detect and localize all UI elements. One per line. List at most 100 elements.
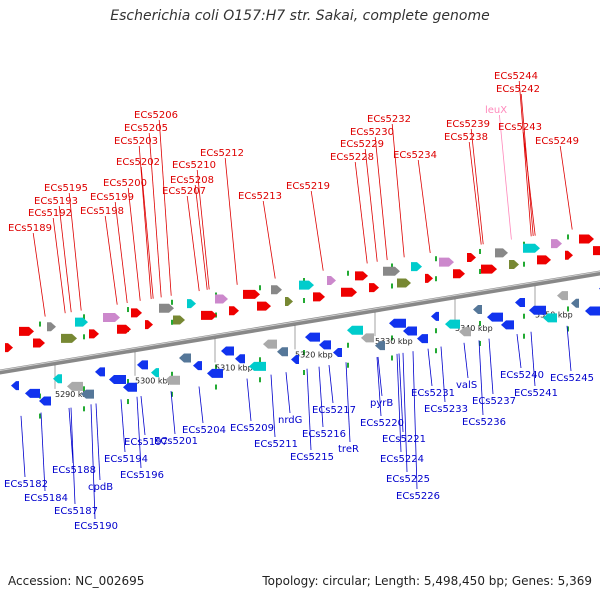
reverse-gene-feature [39, 396, 51, 406]
forward-gene-label: ECs5249 [535, 136, 579, 147]
dotted-guide-mark [171, 319, 173, 325]
dotted-guide-mark [391, 263, 393, 269]
reverse-label-leader [412, 351, 418, 490]
dotted-guide-mark [435, 328, 437, 334]
dotted-guide-mark [39, 321, 41, 327]
forward-gene-feature [131, 308, 142, 318]
forward-gene-feature [579, 234, 594, 244]
forward-gene-label: ECs5193 [34, 196, 78, 207]
dotted-guide-mark [303, 278, 305, 284]
forward-gene-feature [47, 322, 56, 332]
reverse-gene-feature [221, 346, 234, 356]
reverse-label-leader [120, 399, 126, 453]
reverse-label-leader [463, 342, 469, 379]
dotted-guide-mark [259, 285, 261, 291]
dotted-guide-mark [391, 355, 393, 361]
dotted-guide-mark [303, 298, 305, 304]
forward-gene-feature [5, 343, 13, 353]
forward-gene-feature [33, 338, 45, 348]
forward-gene-label: ECs5192 [28, 208, 72, 219]
forward-label-leader [138, 145, 152, 300]
forward-label-leader [52, 217, 66, 314]
reverse-gene-label: ECs5226 [396, 491, 440, 502]
reverse-gene-feature [515, 298, 525, 308]
forward-label-leader [127, 187, 141, 301]
forward-gene-feature [425, 273, 433, 283]
reverse-label-leader [306, 368, 312, 451]
dotted-guide-mark [127, 307, 129, 313]
forward-gene-feature [439, 257, 454, 267]
forward-label-leader [262, 200, 276, 279]
reverse-gene-label: cpdB [88, 482, 113, 493]
reverse-gene-feature [445, 319, 460, 329]
dotted-guide-mark [435, 276, 437, 282]
reverse-gene-feature [417, 334, 428, 344]
forward-gene-feature [383, 266, 400, 276]
dotted-guide-mark [215, 384, 217, 390]
forward-gene-label: ECs5228 [330, 152, 374, 163]
forward-gene-feature [593, 246, 600, 256]
forward-gene-feature [453, 269, 465, 279]
forward-label-leader [224, 157, 238, 285]
dotted-guide-mark [347, 342, 349, 348]
reverse-gene-feature [109, 375, 126, 385]
forward-gene-label: ECs5206 [134, 110, 178, 121]
reverse-gene-label: ECs5182 [4, 479, 48, 490]
reverse-gene-feature [137, 360, 148, 370]
forward-gene-label: ECs5229 [340, 139, 384, 150]
reverse-gene-feature [53, 374, 62, 384]
dotted-guide-mark [479, 320, 481, 326]
forward-gene-feature [327, 276, 336, 286]
reverse-label-leader [516, 333, 522, 369]
dotted-guide-mark [259, 357, 261, 363]
accession-text: Accession: NC_002695 [8, 574, 145, 588]
dotted-guide-mark [391, 283, 393, 289]
forward-gene-feature [229, 306, 239, 316]
reverse-gene-label: ECs5201 [154, 436, 198, 447]
dotted-guide-mark [83, 314, 85, 320]
forward-label-leader [140, 166, 154, 299]
forward-gene-label: ECs5202 [116, 157, 160, 168]
forward-gene-feature [355, 271, 368, 281]
forward-gene-feature [159, 303, 174, 313]
forward-label-leader [114, 201, 128, 304]
forward-label-leader [354, 161, 368, 264]
reverse-label-leader [396, 353, 402, 453]
reverse-gene-label: ECs5184 [24, 493, 68, 504]
forward-gene-label: leuX [485, 105, 507, 116]
forward-gene-label: ECs5232 [367, 114, 411, 125]
reverse-gene-feature [277, 347, 288, 357]
reverse-gene-label: ECs5187 [54, 506, 98, 517]
reverse-gene-feature [403, 326, 417, 336]
forward-label-leader [499, 114, 512, 240]
dotted-guide-mark [567, 306, 569, 312]
forward-gene-feature [467, 252, 476, 262]
forward-gene-feature [257, 301, 271, 311]
tick-label: 5340 kbp [455, 324, 493, 333]
reverse-label-leader [270, 374, 276, 438]
tick-label: 5300 kbp [135, 377, 173, 386]
tick-label: 5310 kbp [215, 364, 253, 373]
tick-label: 5320 kbp [295, 350, 333, 359]
reverse-gene-feature [431, 311, 439, 321]
reverse-label-leader [95, 403, 101, 481]
dotted-guide-mark [127, 399, 129, 405]
forward-gene-feature [285, 296, 293, 306]
reverse-gene-label: ECs5197 [124, 437, 168, 448]
reverse-label-leader [427, 348, 433, 387]
dotted-guide-mark [303, 370, 305, 376]
reverse-gene-label: ECs5225 [386, 474, 430, 485]
reverse-gene-feature [291, 354, 299, 364]
dotted-guide-mark [523, 261, 525, 267]
reverse-gene-feature [501, 320, 514, 330]
reverse-label-leader [198, 386, 204, 424]
reverse-gene-label: ECs5215 [290, 452, 334, 463]
forward-label-leader [559, 145, 573, 230]
reverse-label-leader [246, 378, 252, 422]
forward-label-leader [391, 123, 405, 258]
reverse-gene-feature [571, 298, 579, 308]
forward-gene-feature [341, 287, 357, 297]
forward-label-leader [104, 215, 118, 305]
genome-summary: Topology: circular; Length: 5,498,450 bp… [262, 574, 592, 588]
reverse-label-leader [318, 366, 324, 428]
